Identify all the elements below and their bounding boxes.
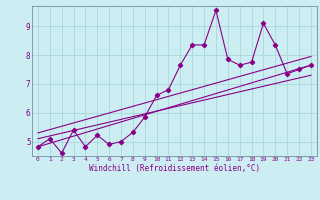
X-axis label: Windchill (Refroidissement éolien,°C): Windchill (Refroidissement éolien,°C) [89,164,260,173]
